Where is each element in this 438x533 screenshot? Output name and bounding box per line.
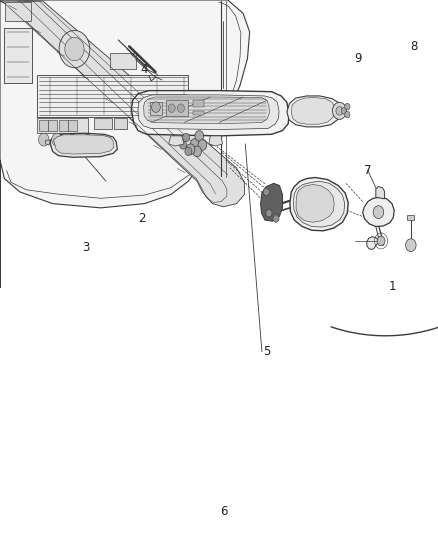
- Circle shape: [345, 111, 350, 118]
- Polygon shape: [209, 136, 223, 146]
- Circle shape: [345, 103, 350, 110]
- Polygon shape: [150, 102, 162, 115]
- Polygon shape: [291, 98, 335, 124]
- Circle shape: [59, 30, 90, 68]
- Polygon shape: [193, 100, 204, 107]
- Polygon shape: [169, 136, 184, 146]
- Circle shape: [52, 133, 62, 146]
- Polygon shape: [110, 53, 136, 69]
- Text: 9: 9: [354, 52, 362, 65]
- Circle shape: [183, 133, 190, 142]
- Polygon shape: [376, 187, 385, 199]
- Circle shape: [377, 236, 385, 246]
- Text: 8: 8: [410, 41, 417, 53]
- Circle shape: [341, 108, 346, 114]
- Polygon shape: [48, 120, 57, 131]
- Text: 4: 4: [141, 63, 148, 76]
- Circle shape: [266, 209, 272, 217]
- Polygon shape: [293, 181, 345, 227]
- Polygon shape: [68, 120, 77, 131]
- Text: 1: 1: [388, 280, 396, 293]
- Text: 6: 6: [219, 505, 227, 518]
- Polygon shape: [166, 100, 188, 116]
- Circle shape: [65, 37, 84, 61]
- Circle shape: [185, 147, 192, 156]
- Polygon shape: [290, 177, 348, 231]
- Circle shape: [273, 215, 279, 222]
- Polygon shape: [131, 91, 289, 136]
- Polygon shape: [53, 135, 114, 154]
- Circle shape: [177, 104, 184, 112]
- Circle shape: [373, 206, 384, 219]
- Polygon shape: [46, 140, 50, 145]
- Circle shape: [198, 140, 207, 150]
- Polygon shape: [4, 28, 32, 83]
- Polygon shape: [407, 215, 414, 220]
- Polygon shape: [287, 96, 341, 127]
- Circle shape: [186, 144, 195, 155]
- Polygon shape: [5, 2, 31, 21]
- Polygon shape: [138, 95, 279, 130]
- Text: 3: 3: [82, 241, 89, 254]
- Circle shape: [332, 102, 346, 119]
- Polygon shape: [193, 111, 204, 115]
- Circle shape: [195, 131, 204, 141]
- Polygon shape: [261, 183, 283, 221]
- Text: 2: 2: [138, 212, 146, 225]
- Polygon shape: [296, 184, 334, 222]
- Circle shape: [193, 146, 201, 157]
- Polygon shape: [363, 197, 394, 227]
- Circle shape: [83, 134, 92, 145]
- Polygon shape: [94, 118, 112, 129]
- Circle shape: [191, 139, 199, 149]
- Circle shape: [152, 102, 160, 112]
- Circle shape: [180, 141, 187, 149]
- Polygon shape: [59, 120, 68, 131]
- Polygon shape: [367, 237, 380, 249]
- Polygon shape: [144, 97, 269, 124]
- Text: 5: 5: [264, 345, 271, 358]
- Circle shape: [68, 134, 77, 145]
- Polygon shape: [39, 120, 48, 131]
- Polygon shape: [50, 133, 117, 157]
- Circle shape: [406, 239, 416, 252]
- Circle shape: [39, 133, 49, 146]
- Polygon shape: [0, 0, 250, 288]
- Polygon shape: [0, 1, 244, 207]
- Polygon shape: [37, 75, 188, 117]
- Text: 7: 7: [364, 164, 372, 177]
- Circle shape: [263, 188, 269, 196]
- Circle shape: [168, 104, 175, 112]
- Circle shape: [336, 107, 343, 115]
- Polygon shape: [37, 118, 88, 133]
- Polygon shape: [114, 118, 127, 129]
